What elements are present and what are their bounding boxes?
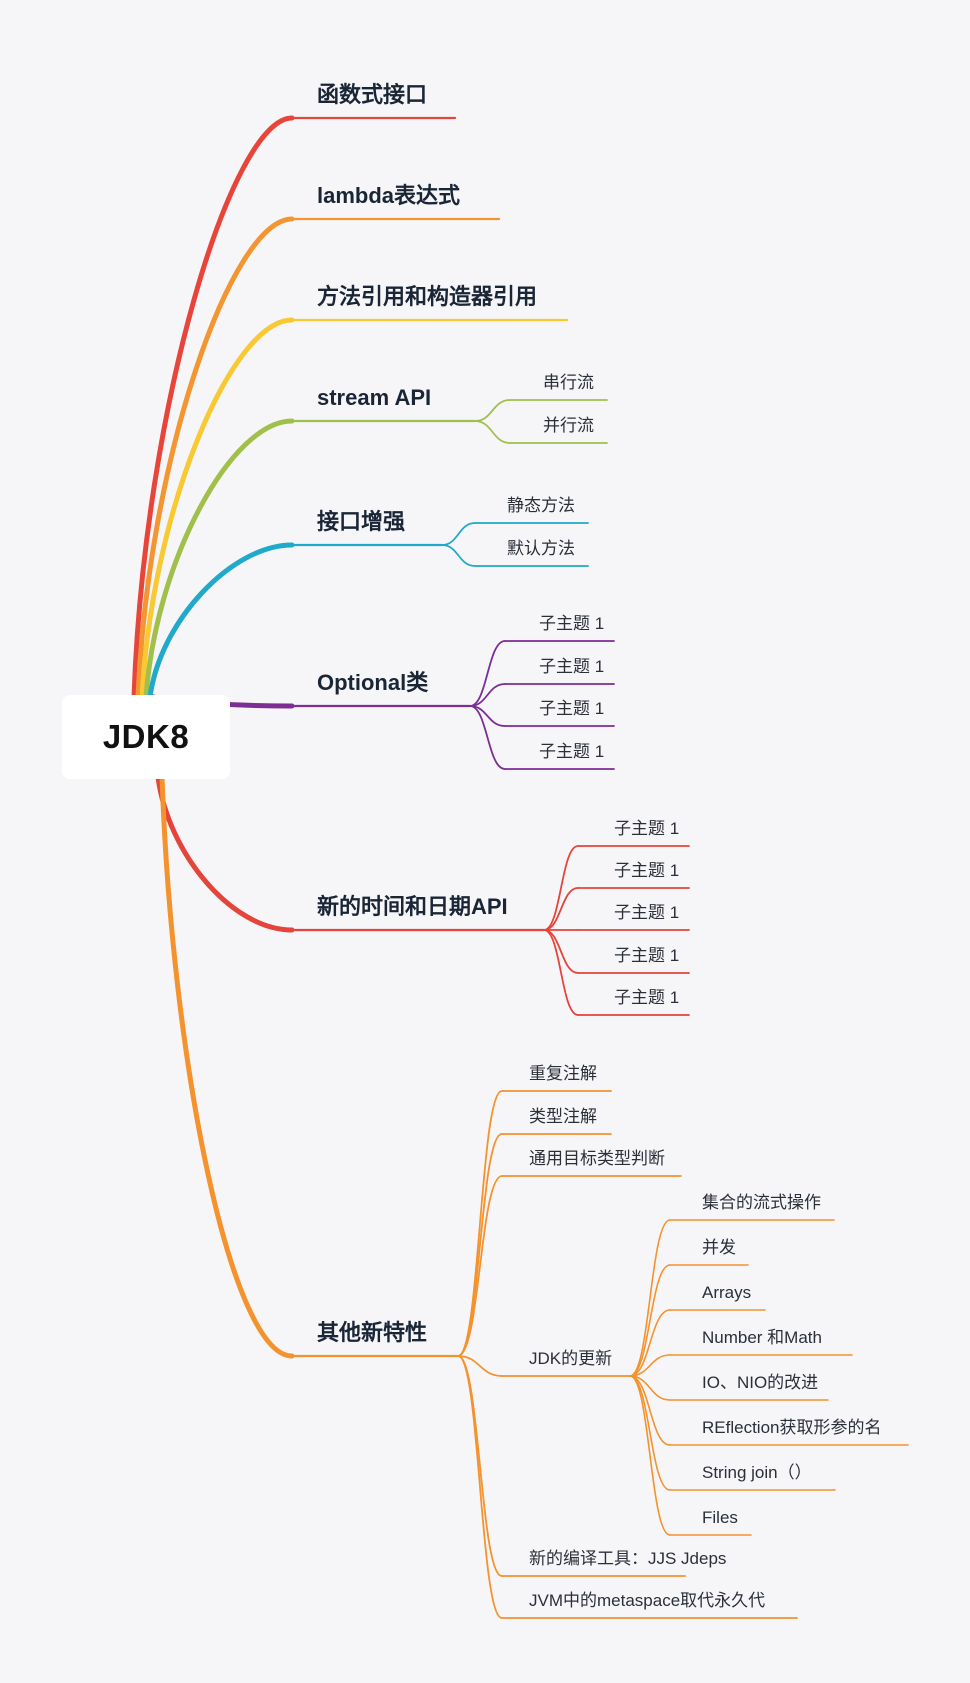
detail-curve-1	[629, 1219, 671, 1377]
subtopic-curve-6-4	[469, 705, 506, 770]
subtopic-5-2[interactable]: 默认方法	[507, 539, 575, 558]
subtopic-6-1[interactable]: 子主题 1	[539, 614, 605, 633]
subtopic-4-1[interactable]: 串行流	[543, 373, 594, 392]
detail-curve-8	[629, 1375, 671, 1536]
subtopic-curve-5-1	[441, 522, 476, 546]
topic-5[interactable]: 接口增强	[317, 509, 406, 534]
subtopic-curve-8-1	[457, 1090, 503, 1357]
subtopic-curve-4-1	[474, 399, 511, 422]
topic-3[interactable]: 方法引用和构造器引用	[317, 284, 538, 309]
subtopic-5-1[interactable]: 静态方法	[507, 496, 575, 515]
topic-8[interactable]: 其他新特性	[317, 1320, 428, 1345]
branch-curve-2	[135, 216, 295, 700]
detail-curve-3	[629, 1309, 671, 1377]
subtopic-7-5[interactable]: 子主题 1	[614, 988, 680, 1007]
detail-2[interactable]: 并发	[702, 1238, 736, 1257]
subtopic-7-1[interactable]: 子主题 1	[614, 819, 680, 838]
branch-curve-4	[143, 418, 295, 700]
subtopic-curve-8-4	[457, 1355, 503, 1377]
detail-curve-6	[629, 1375, 671, 1446]
subtopic-curve-7-4	[543, 929, 579, 974]
subtopic-8-3[interactable]: 通用目标类型判断	[529, 1149, 665, 1168]
branch-curve-7	[155, 774, 295, 933]
topic-2[interactable]: lambda表达式	[317, 183, 461, 208]
subtopic-8-4[interactable]: JDK的更新	[529, 1349, 613, 1368]
subtopic-curve-8-2	[457, 1133, 503, 1357]
subtopic-curve-7-1	[543, 845, 579, 931]
detail-4[interactable]: Number 和Math	[702, 1328, 822, 1347]
subtopic-curve-8-5	[457, 1355, 503, 1577]
branch-curve-1	[131, 115, 295, 700]
subtopic-6-3[interactable]: 子主题 1	[539, 699, 605, 718]
subtopic-8-1[interactable]: 重复注解	[529, 1064, 597, 1083]
subtopic-curve-8-3	[457, 1175, 503, 1357]
subtopic-curve-6-2	[469, 683, 506, 707]
branch-curve-8	[159, 774, 295, 1359]
subtopic-6-4[interactable]: 子主题 1	[539, 742, 605, 761]
detail-curve-2	[629, 1264, 671, 1377]
subtopic-7-3[interactable]: 子主题 1	[614, 903, 680, 922]
topic-6[interactable]: Optional类	[317, 670, 429, 695]
detail-1[interactable]: 集合的流式操作	[702, 1193, 821, 1212]
subtopic-4-2[interactable]: 并行流	[543, 416, 594, 435]
detail-3[interactable]: Arrays	[702, 1283, 752, 1302]
subtopic-curve-7-5	[543, 929, 579, 1016]
detail-6[interactable]: REflection获取形参的名	[702, 1418, 882, 1437]
subtopic-7-4[interactable]: 子主题 1	[614, 946, 680, 965]
subtopic-8-5[interactable]: 新的编译工具：JJS Jdeps	[529, 1549, 727, 1568]
topic-7[interactable]: 新的时间和日期API	[317, 894, 508, 919]
topic-4[interactable]: stream API	[317, 385, 432, 410]
detail-curve-4	[629, 1354, 671, 1377]
subtopic-7-2[interactable]: 子主题 1	[614, 861, 680, 880]
subtopic-8-2[interactable]: 类型注解	[529, 1107, 597, 1126]
subtopic-curve-7-2	[543, 887, 579, 931]
root-node[interactable]: JDK8	[62, 695, 230, 779]
branch-curve-5	[147, 542, 295, 700]
subtopic-curve-8-6	[457, 1355, 503, 1619]
subtopic-curve-6-1	[469, 640, 506, 707]
subtopic-curve-4-2	[474, 420, 511, 444]
detail-7[interactable]: String join（）	[702, 1463, 812, 1482]
subtopic-6-2[interactable]: 子主题 1	[539, 657, 605, 676]
subtopic-curve-5-2	[441, 544, 476, 567]
topic-1[interactable]: 函数式接口	[317, 82, 428, 107]
detail-5[interactable]: IO、NIO的改进	[702, 1373, 819, 1392]
detail-curve-7	[629, 1375, 671, 1491]
branch-curve-3	[139, 317, 295, 700]
subtopic-8-6[interactable]: JVM中的metaspace取代永久代	[529, 1591, 766, 1610]
detail-8[interactable]: Files	[702, 1508, 738, 1527]
root-label: JDK8	[102, 718, 190, 755]
